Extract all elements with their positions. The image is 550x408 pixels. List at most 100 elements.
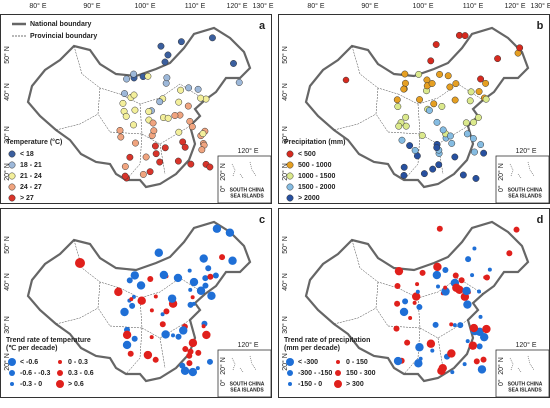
station (150, 127, 158, 135)
station (478, 314, 483, 319)
station (451, 153, 459, 161)
station (394, 103, 402, 110)
provincial-boundary (437, 143, 444, 175)
legend-label: -150 - 0 (298, 381, 322, 388)
station (463, 130, 471, 138)
inset-caption: SOUTH CHINA (508, 187, 543, 193)
station (473, 358, 480, 365)
lon-label: 80° E (29, 2, 47, 10)
station (114, 287, 123, 297)
station (194, 85, 202, 93)
legend-label: -0.3 - 0 (20, 381, 42, 388)
station (163, 74, 171, 82)
station (433, 262, 442, 272)
station (470, 273, 475, 278)
station (189, 277, 199, 287)
station (156, 98, 164, 106)
provincial-boundary (397, 277, 484, 299)
station (487, 267, 492, 272)
lat-label: 50° N (281, 46, 289, 64)
station (195, 366, 200, 371)
inset-caption: SOUTH CHINA (230, 381, 265, 387)
station (506, 250, 513, 257)
provincial-label: Provincial boundary (30, 33, 97, 40)
station (435, 161, 443, 169)
station (393, 325, 400, 332)
station (471, 148, 478, 156)
lat-label: 50° N (281, 236, 289, 254)
inset-equator-label: 0° (497, 379, 505, 386)
inset-lon-label: 120° E (515, 341, 536, 349)
station (199, 254, 208, 263)
station (480, 356, 487, 363)
station (406, 142, 414, 150)
lon-label: 130° E (530, 2, 550, 10)
station (404, 339, 411, 346)
inset-islands (509, 355, 535, 373)
station (124, 341, 131, 348)
lon-label: 90° E (361, 2, 379, 10)
station (433, 118, 441, 126)
inset-lon-label: 120° E (515, 147, 536, 155)
station (149, 308, 154, 313)
legend-symbol (10, 382, 14, 386)
provincial-boundary (55, 113, 99, 131)
station (171, 333, 176, 338)
station (121, 90, 128, 98)
station (209, 34, 216, 42)
provincial-boundary (119, 277, 206, 299)
station (206, 163, 214, 171)
station (201, 324, 206, 329)
station (130, 91, 138, 99)
legend-symbol (286, 194, 294, 202)
station (180, 366, 190, 375)
station (461, 32, 469, 40)
station (123, 75, 131, 83)
station (149, 335, 154, 340)
station (476, 343, 483, 350)
station (394, 266, 404, 276)
station (130, 70, 138, 78)
station (163, 308, 170, 315)
station (466, 97, 474, 105)
panel-letter: d (537, 214, 544, 226)
station (175, 128, 183, 136)
station (469, 135, 477, 142)
station (187, 348, 194, 355)
station (430, 348, 435, 353)
provincial-boundary (417, 103, 469, 145)
legend-symbol (8, 183, 16, 191)
legend-title: Trend rate of precipitation (284, 337, 370, 344)
station (394, 300, 401, 307)
provincial-boundary (333, 307, 377, 325)
provincial-boundary (97, 281, 111, 327)
legend-label: < 500 (298, 151, 316, 158)
legend-label: 24 - 27 (20, 184, 42, 191)
station (467, 88, 475, 96)
inset-islands (231, 161, 257, 179)
station (446, 83, 454, 91)
station (187, 301, 194, 308)
station (196, 286, 206, 295)
legend-label: -0.6 - -0.3 (20, 370, 50, 377)
lat-label: 20° N (3, 353, 11, 371)
legend-symbol (56, 380, 64, 388)
legend-title: (mm per decade) (284, 345, 340, 352)
station (457, 322, 464, 329)
station (130, 121, 137, 129)
station (452, 80, 460, 88)
legend-symbol (286, 172, 294, 180)
station (130, 271, 140, 280)
lat-label: 30° N (281, 126, 289, 144)
station (438, 363, 447, 373)
station (393, 96, 401, 104)
legend-symbol (334, 380, 342, 388)
station (398, 136, 406, 144)
station (131, 335, 138, 342)
station (447, 349, 456, 358)
station (174, 157, 182, 165)
station (151, 142, 159, 150)
legend-symbol (8, 161, 16, 169)
provincial-boundary (97, 87, 111, 133)
